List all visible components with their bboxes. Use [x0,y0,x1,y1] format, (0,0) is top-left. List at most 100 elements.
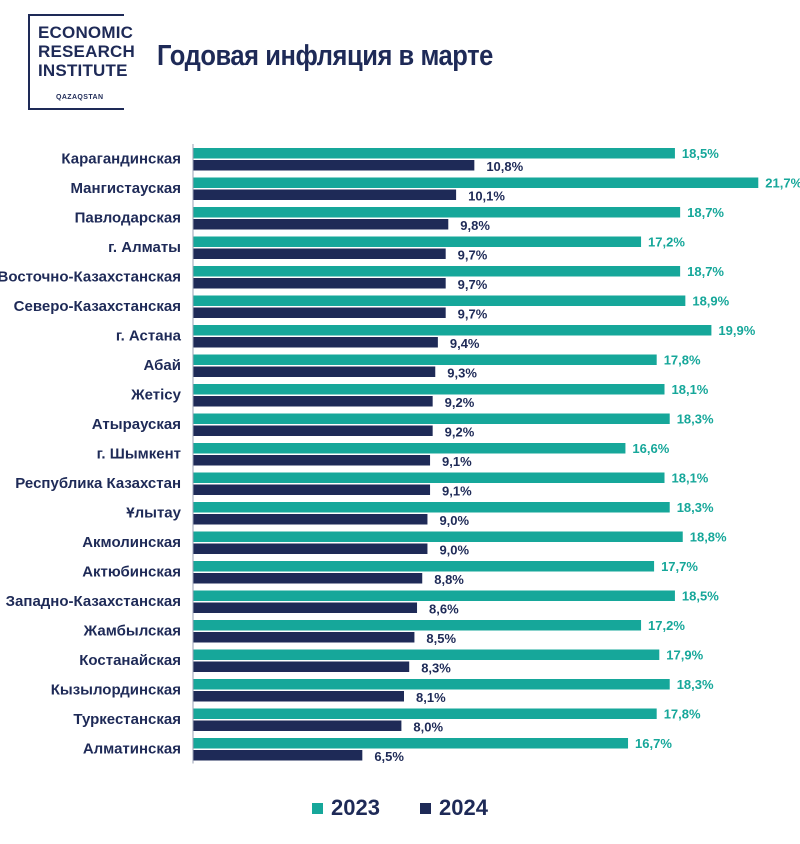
category-label: Павлодарская [75,210,181,227]
value-label-2024: 8,8% [434,572,464,587]
value-label-2024: 8,0% [413,720,443,735]
bar-2023 [193,236,642,247]
legend-swatch-2024 [420,802,431,814]
bar-2024 [193,543,428,554]
legend-item-2024: 2024 [420,795,488,821]
category-label: Ұлытау [126,505,181,522]
chart-row: Жамбылская 17,2% 8,5% [83,618,686,646]
value-label-2024: 9,2% [445,395,475,410]
value-label-2024: 10,1% [468,189,505,204]
bar-2023 [193,207,681,218]
bar-2023 [193,679,670,690]
value-label-2023: 17,9% [666,648,703,663]
bar-2024 [193,366,436,377]
value-label-2023: 18,3% [677,677,714,692]
chart-row: г. Алматы 17,2% 9,7% [108,235,685,263]
chart-row: г. Шымкент 16,6% 9,1% [97,441,670,469]
chart-row: Ұлытау 18,3% 9,0% [126,500,714,528]
value-label-2024: 6,5% [374,749,404,764]
bar-2024 [193,248,446,259]
category-label: Туркестанская [73,711,181,728]
category-label: Республика Казахстан [15,475,181,492]
bar-2023 [193,502,670,513]
value-label-2023: 18,7% [687,205,724,220]
value-label-2023: 18,5% [682,589,719,604]
bar-2024 [193,573,423,584]
bar-2024 [193,278,446,289]
value-label-2024: 9,0% [439,543,469,558]
bar-2024 [193,160,475,171]
value-label-2024: 9,1% [442,454,472,469]
bar-2023 [193,148,675,159]
chart-row: Республика Казахстан 18,1% 9,1% [15,471,709,499]
chart-row: Актюбинская 17,7% 8,8% [82,559,698,587]
value-label-2024: 8,1% [416,690,446,705]
bar-2023 [193,266,681,277]
category-label: Акмолинская [82,534,181,551]
category-label: Кызылординская [51,682,181,699]
value-label-2024: 8,5% [426,631,456,646]
category-label: Карагандинская [61,151,181,168]
category-label: Жетісу [130,387,182,404]
category-label: Жамбылская [83,623,181,640]
bar-2023 [193,531,683,542]
value-label-2023: 18,3% [677,500,714,515]
logo-line-2: RESEARCH [38,42,136,61]
value-label-2023: 18,1% [672,382,709,397]
chart-row: Туркестанская 17,8% 8,0% [73,707,701,735]
page-title: Годовая инфляция в марте [157,40,493,72]
value-label-2024: 9,0% [439,513,469,528]
bar-2023 [193,620,642,631]
logo-subtitle: QAZAQSTAN [56,94,104,101]
value-label-2023: 17,7% [661,559,698,574]
chart-row: Жетісу 18,1% 9,2% [130,382,709,410]
bar-2024 [193,219,449,230]
value-label-2023: 16,6% [632,441,669,456]
chart-row: Западно-Казахстанская 18,5% 8,6% [6,589,720,617]
bar-2023 [193,708,657,719]
bar-2024 [193,750,363,761]
bar-2024 [193,307,446,318]
value-label-2023: 17,2% [648,618,685,633]
chart-row: Кызылординская 18,3% 8,1% [51,677,714,705]
bar-2023 [193,649,660,660]
bar-2024 [193,691,405,702]
legend-label-2023: 2023 [331,795,380,820]
value-label-2023: 17,2% [648,235,685,250]
category-label: Атырауская [92,416,181,433]
value-label-2023: 18,1% [672,471,709,486]
bar-2024 [193,337,438,348]
value-label-2023: 18,8% [690,530,727,545]
chart-row: Костанайская 17,9% 8,3% [79,648,703,676]
bar-2023 [193,354,657,365]
bar-2024 [193,484,431,495]
bar-2023 [193,738,629,749]
value-label-2024: 9,7% [458,307,488,322]
chart-row: Павлодарская 18,7% 9,8% [75,205,725,233]
value-label-2023: 17,8% [664,353,701,368]
category-label: г. Шымкент [97,446,181,463]
value-label-2023: 21,7% [765,176,800,191]
bar-2024 [193,514,428,525]
chart-row: Карагандинская 18,5% 10,8% [61,146,719,174]
bar-2024 [193,720,402,731]
logo-line-1: ECONOMIC [38,23,134,42]
value-label-2023: 18,5% [682,146,719,161]
bar-2024 [193,396,433,407]
value-label-2023: 17,8% [664,707,701,722]
value-label-2024: 9,1% [442,484,472,499]
value-label-2023: 18,9% [692,294,729,309]
category-label: Мангистауская [71,180,182,197]
category-label: Алматинская [83,741,181,758]
chart-row: Алматинская 16,7% 6,5% [83,736,673,764]
bar-2024 [193,455,431,466]
chart-legend: 2023 2024 [0,795,800,821]
value-label-2024: 9,7% [458,248,488,263]
value-label-2024: 9,3% [447,366,477,381]
bar-2024 [193,661,410,672]
chart-row: Мангистауская 21,7% 10,1% [71,176,800,204]
bar-2024 [193,189,457,200]
inflation-bar-chart: Карагандинская 18,5% 10,8% Мангистауская 21,… [0,144,800,764]
bar-2023 [193,384,665,395]
value-label-2024: 8,6% [429,602,459,617]
